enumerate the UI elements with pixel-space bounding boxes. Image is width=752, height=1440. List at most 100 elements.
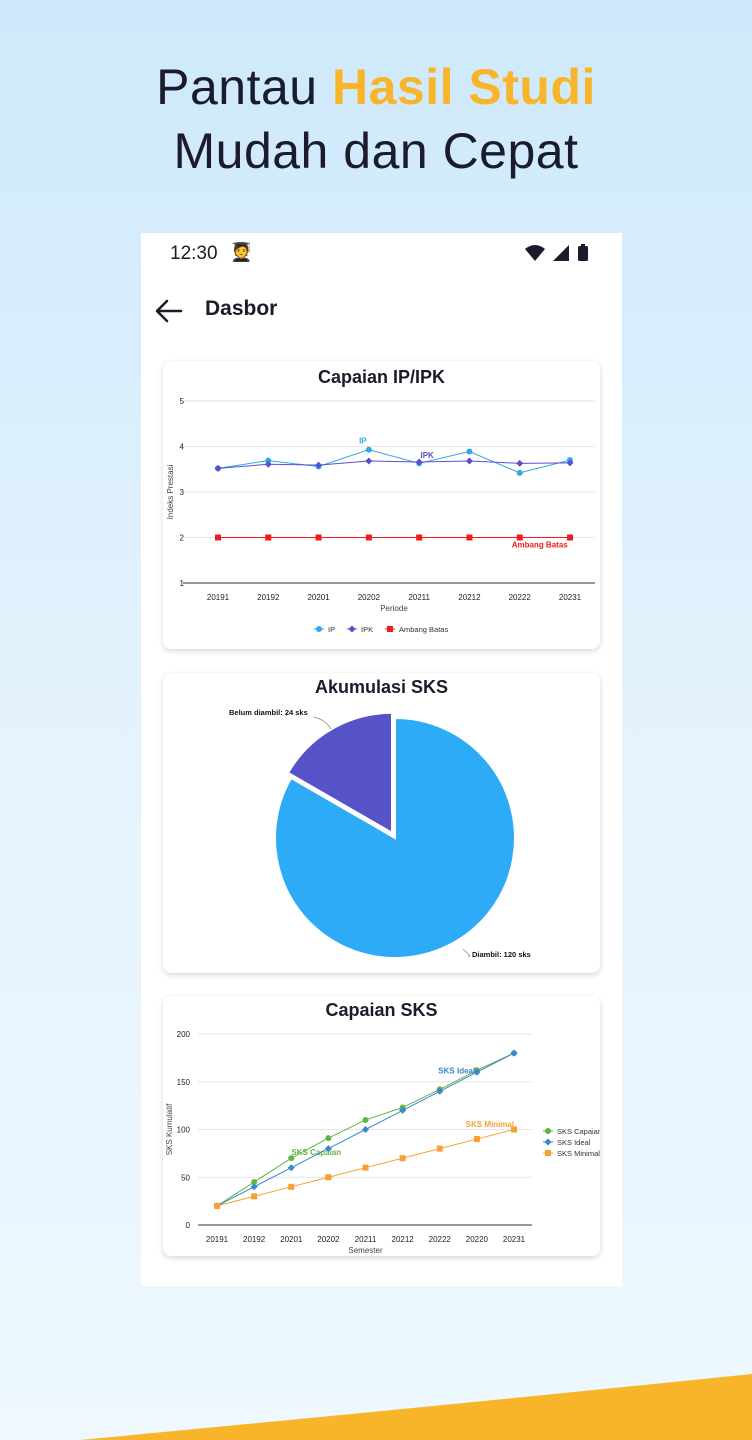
data-point	[325, 1135, 332, 1142]
battery-icon	[578, 246, 588, 261]
data-point	[265, 534, 272, 541]
y-tick-label: 50	[181, 1173, 190, 1182]
data-point	[399, 1106, 407, 1114]
data-point	[288, 1183, 295, 1190]
legend-marker	[545, 1150, 551, 1156]
y-tick-label: 150	[177, 1078, 191, 1087]
pie-leader-line	[312, 716, 332, 730]
x-tick-label: 20192	[257, 593, 280, 602]
series-annotation: SKS Capaian	[291, 1148, 341, 1157]
headline-accent: Hasil Studi	[332, 59, 596, 115]
y-tick-label: 0	[186, 1221, 191, 1230]
data-point	[365, 457, 373, 465]
data-point	[362, 1164, 369, 1171]
data-point	[415, 458, 423, 466]
headline-plain: Pantau	[156, 59, 332, 115]
signal-icon	[553, 245, 569, 261]
x-tick-label: 20201	[280, 1235, 303, 1244]
legend-label: IPK	[361, 625, 373, 634]
pie-leader-line	[462, 948, 471, 957]
data-point	[416, 534, 423, 541]
data-point	[288, 1155, 295, 1162]
data-point	[516, 469, 523, 476]
data-point	[567, 534, 573, 541]
x-tick-label: 20212	[458, 593, 481, 602]
data-point	[324, 1145, 332, 1153]
ip-ipk-card: Capaian IP/IPK 1 2 3 4 5 20191 20192 20201 20202…	[163, 361, 600, 649]
legend-label: SKS Capaian	[557, 1127, 600, 1136]
wifi-icon	[525, 245, 545, 261]
data-point	[466, 534, 473, 541]
x-axis-label: Periode	[380, 604, 408, 613]
y-tick-label: 100	[177, 1126, 191, 1135]
sks-pie-chart: Diambil: 120 sks Belum diambil: 24 sks	[229, 708, 531, 959]
data-point	[399, 1155, 406, 1162]
pie-label-diambil: Diambil: 120 sks	[472, 950, 531, 959]
data-point	[465, 457, 473, 465]
sks-line-chart: 0 50 100 150 200 20191 20192 20201 20202 20211 202…	[165, 1030, 600, 1255]
ip-ipk-chart: 1 2 3 4 5 20191 20192 20201 20202 20211 20212 20222…	[166, 397, 595, 634]
sks-pie-title: Akumulasi SKS	[314, 677, 449, 697]
legend-label: SKS Minimal	[557, 1149, 600, 1158]
x-tick-label: 20220	[466, 1235, 489, 1244]
sks-line-title: Capaian SKS	[325, 1000, 438, 1020]
ip-ipk-chart-title: Capaian IP/IPK	[317, 367, 446, 387]
legend-label: Ambang Batas	[399, 625, 448, 634]
data-point	[265, 457, 272, 464]
data-point	[566, 459, 574, 467]
x-tick-label: 20231	[503, 1235, 526, 1244]
data-point	[473, 1136, 480, 1143]
sks-accumulation-card: Akumulasi SKS Diambil: 120 sks Belum diam…	[163, 673, 600, 973]
x-tick-label: 20211	[355, 1235, 377, 1244]
pie-slice-belum-diambil	[286, 711, 393, 835]
data-point	[214, 464, 222, 472]
pie-slice-diambil	[274, 716, 516, 959]
data-point	[436, 1087, 444, 1095]
student-emoji-icon: 🧑‍🎓	[230, 242, 253, 262]
data-point	[365, 534, 372, 541]
y-tick-label: 200	[177, 1030, 191, 1039]
y-tick-label: 4	[180, 443, 185, 452]
status-icons	[523, 243, 593, 267]
y-tick-label: 3	[180, 488, 185, 497]
x-tick-label: 20201	[307, 593, 330, 602]
x-tick-label: 20231	[559, 593, 582, 602]
series-line-ipk	[217, 460, 571, 469]
legend-marker	[545, 1128, 551, 1134]
app-bar: Dasbor	[141, 291, 622, 331]
data-point	[214, 1202, 220, 1209]
series-annotation: SKS Minimal	[466, 1120, 514, 1129]
data-point	[251, 1193, 258, 1200]
data-point	[473, 1068, 481, 1076]
status-time: 12:30	[170, 243, 218, 264]
back-arrow-icon[interactable]	[153, 295, 185, 327]
headline-line2: Mudah dan Cepat	[173, 123, 579, 179]
legend-marker	[348, 625, 356, 633]
pie-label-belum-diambil: Belum diambil: 24 sks	[229, 708, 308, 717]
series-line-ip	[217, 449, 571, 474]
x-tick-label: 20222	[429, 1235, 452, 1244]
data-point	[365, 446, 372, 453]
data-point	[362, 1126, 369, 1133]
data-point	[251, 1179, 258, 1186]
page-title: Dasbor	[205, 297, 278, 320]
data-point	[436, 1145, 443, 1152]
y-axis-label: SKS Kumulatif	[165, 1103, 174, 1155]
x-tick-label: 20202	[317, 1235, 340, 1244]
decorative-swoosh	[80, 1374, 752, 1440]
series-annotation: IP	[359, 437, 367, 446]
data-point	[264, 460, 272, 468]
y-tick-label: 1	[180, 579, 185, 588]
data-point	[215, 534, 221, 541]
data-point	[511, 1126, 517, 1133]
y-axis-label: Indeks Prestasi	[166, 464, 175, 519]
data-point	[250, 1183, 258, 1191]
x-tick-label: 20212	[392, 1235, 415, 1244]
phone-screen: 12:30 🧑‍🎓 Dasbor Capaian IP/IPK 1 2 3 4 5 201…	[141, 233, 622, 1286]
data-point	[315, 534, 322, 541]
data-point	[516, 534, 523, 541]
y-tick-label: 5	[180, 397, 185, 406]
x-tick-label: 20192	[243, 1235, 266, 1244]
data-point	[510, 1049, 518, 1057]
legend-marker	[544, 1138, 552, 1146]
